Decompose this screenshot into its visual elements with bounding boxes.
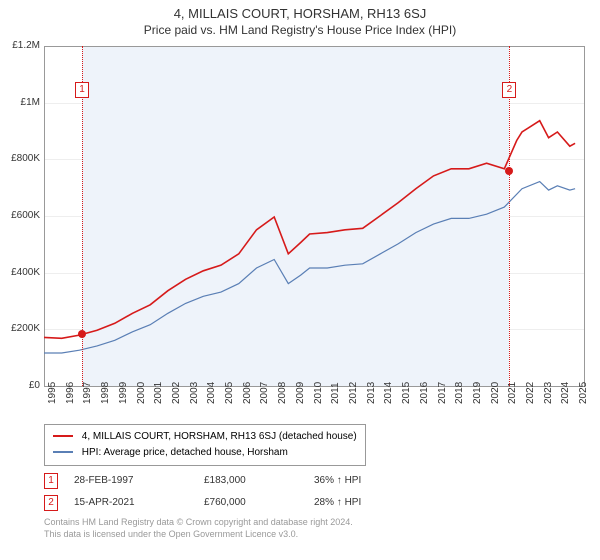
table-row: 2 15-APR-2021£760,00028% ↑ HPI — [44, 492, 424, 514]
x-tick-label: 2015 — [401, 382, 412, 404]
x-tick-label: 2018 — [454, 382, 465, 404]
x-tick-label: 1999 — [118, 382, 129, 404]
legend-row-1: 4, MILLAIS COURT, HORSHAM, RH13 6SJ (det… — [53, 429, 357, 445]
x-tick-label: 2014 — [383, 382, 394, 404]
legend-swatch-hpi — [53, 451, 73, 453]
x-tick-label: 1995 — [47, 382, 58, 404]
x-tick-label: 2001 — [153, 382, 164, 404]
line-series — [44, 47, 584, 387]
x-tick-label: 2008 — [277, 382, 288, 404]
sale-hpi-delta: 28% ↑ HPI — [314, 492, 424, 514]
x-tick-label: 2013 — [366, 382, 377, 404]
y-tick-label: £400K — [2, 267, 40, 278]
y-tick-label: £0 — [2, 380, 40, 391]
x-tick-label: 1998 — [100, 382, 111, 404]
legend: 4, MILLAIS COURT, HORSHAM, RH13 6SJ (det… — [44, 424, 366, 466]
sale-marker-icon: 2 — [44, 495, 58, 511]
sale-date: 15-APR-2021 — [74, 492, 204, 514]
sales-table: 1 28-FEB-1997£183,00036% ↑ HPI 2 15-APR-202… — [44, 470, 424, 514]
legend-swatch-property — [53, 435, 73, 437]
x-tick-label: 2006 — [242, 382, 253, 404]
footnote-line-2: This data is licensed under the Open Gov… — [44, 528, 353, 540]
x-tick-label: 2016 — [419, 382, 430, 404]
y-tick-label: £200K — [2, 323, 40, 334]
chart-title: 4, MILLAIS COURT, HORSHAM, RH13 6SJ — [0, 0, 600, 21]
sale-marker-icon: 1 — [44, 473, 58, 489]
sale-price: £760,000 — [204, 492, 314, 514]
footnote-line-1: Contains HM Land Registry data © Crown c… — [44, 516, 353, 528]
x-tick-label: 1996 — [65, 382, 76, 404]
legend-row-2: HPI: Average price, detached house, Hors… — [53, 445, 357, 461]
x-tick-label: 2025 — [578, 382, 589, 404]
sale-date: 28-FEB-1997 — [74, 470, 204, 492]
legend-label-property: 4, MILLAIS COURT, HORSHAM, RH13 6SJ (det… — [82, 431, 357, 442]
x-tick-label: 2010 — [313, 382, 324, 404]
x-tick-label: 2023 — [543, 382, 554, 404]
table-row: 1 28-FEB-1997£183,00036% ↑ HPI — [44, 470, 424, 492]
x-tick-label: 2002 — [171, 382, 182, 404]
x-tick-label: 2024 — [560, 382, 571, 404]
legend-label-hpi: HPI: Average price, detached house, Hors… — [82, 447, 288, 458]
x-tick-label: 2012 — [348, 382, 359, 404]
x-tick-label: 1997 — [82, 382, 93, 404]
y-tick-label: £1.2M — [2, 40, 40, 51]
y-tick-label: £800K — [2, 153, 40, 164]
sale-hpi-delta: 36% ↑ HPI — [314, 470, 424, 492]
sale-marker-2: 2 — [502, 82, 516, 98]
x-tick-label: 2017 — [437, 382, 448, 404]
sale-marker-1: 1 — [75, 82, 89, 98]
sale-price: £183,000 — [204, 470, 314, 492]
x-tick-label: 2011 — [330, 382, 341, 404]
x-tick-label: 2000 — [136, 382, 147, 404]
x-tick-label: 2007 — [259, 382, 270, 404]
x-tick-label: 2005 — [224, 382, 235, 404]
x-tick-label: 2004 — [206, 382, 217, 404]
footnote: Contains HM Land Registry data © Crown c… — [44, 516, 353, 540]
x-tick-label: 2003 — [189, 382, 200, 404]
x-tick-label: 2019 — [472, 382, 483, 404]
x-tick-label: 2009 — [295, 382, 306, 404]
chart-subtitle: Price paid vs. HM Land Registry's House … — [0, 21, 600, 37]
y-tick-label: £600K — [2, 210, 40, 221]
y-tick-label: £1M — [2, 97, 40, 108]
x-tick-label: 2022 — [525, 382, 536, 404]
x-tick-label: 2020 — [490, 382, 501, 404]
chart-container: 4, MILLAIS COURT, HORSHAM, RH13 6SJ Pric… — [0, 0, 600, 560]
